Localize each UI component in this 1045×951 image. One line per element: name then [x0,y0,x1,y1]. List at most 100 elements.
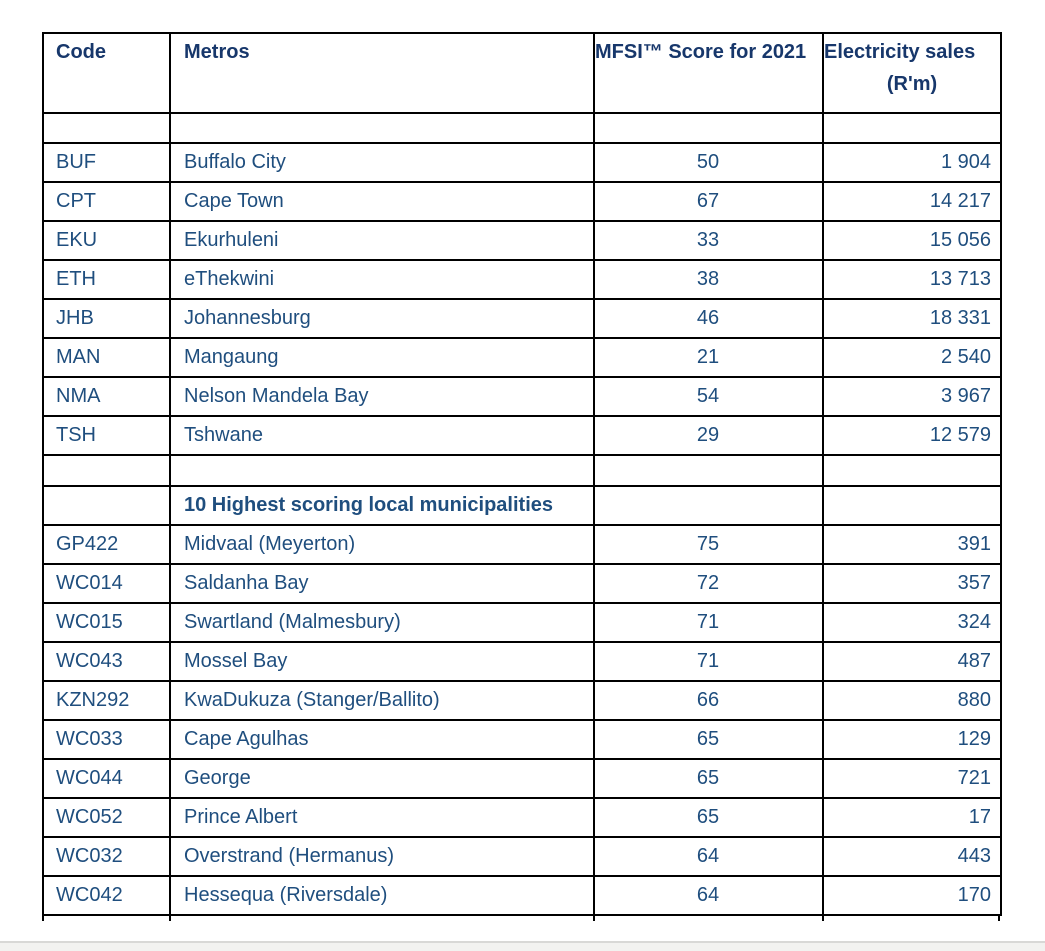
metro-cell: Tshwane [169,415,595,456]
metro-cell: KwaDukuza (Stanger/Ballito) [169,680,595,721]
table-row: TSH Tshwane 29 12 579 [42,415,1002,456]
score-cell: 65 [593,797,824,838]
table-row: EKU Ekurhuleni 33 15 056 [42,220,1002,261]
score-cell: 71 [593,641,824,682]
column-header-code: Code [42,32,171,114]
score-cell: 33 [593,220,824,261]
column-divider-stub [822,916,824,921]
municipality-table-container: Code Metros MFSI™ Score for 2021 Electri… [42,32,1002,921]
score-cell: 64 [593,836,824,877]
metro-cell: Buffalo City [169,142,595,183]
score-cell: 72 [593,563,824,604]
code-cell: WC033 [42,719,171,760]
code-cell: WC042 [42,875,171,916]
code-cell: KZN292 [42,680,171,721]
sales-cell: 15 056 [822,220,1002,261]
sales-cell: 1 904 [822,142,1002,183]
code-cell: WC044 [42,758,171,799]
table-row: ETH eThekwini 38 13 713 [42,259,1002,300]
code-cell: WC032 [42,836,171,877]
sales-cell: 391 [822,524,1002,565]
metro-cell: Nelson Mandela Bay [169,376,595,417]
sales-cell: 13 713 [822,259,1002,300]
metro-cell: Swartland (Malmesbury) [169,602,595,643]
code-cell: NMA [42,376,171,417]
sales-cell: 2 540 [822,337,1002,378]
metro-cell: Midvaal (Meyerton) [169,524,595,565]
code-cell: ETH [42,259,171,300]
table-row: WC032 Overstrand (Hermanus) 64 443 [42,836,1002,877]
table-row: WC033 Cape Agulhas 65 129 [42,719,1002,760]
section-title: 10 Highest scoring local municipalities [169,485,595,526]
code-cell: MAN [42,337,171,378]
score-cell: 75 [593,524,824,565]
sales-cell: 17 [822,797,1002,838]
code-cell: WC043 [42,641,171,682]
code-cell: JHB [42,298,171,339]
sales-cell: 880 [822,680,1002,721]
score-cell: 71 [593,602,824,643]
table-row: NMA Nelson Mandela Bay 54 3 967 [42,376,1002,417]
metro-cell: Cape Town [169,181,595,222]
spacer-row [42,112,1002,144]
table-row: WC015 Swartland (Malmesbury) 71 324 [42,602,1002,643]
sales-cell: 357 [822,563,1002,604]
metro-cell: Mangaung [169,337,595,378]
table-row: MAN Mangaung 21 2 540 [42,337,1002,378]
code-cell: WC052 [42,797,171,838]
column-header-electricity-sales: Electricity sales (R'm) [822,32,1002,114]
sales-cell: 170 [822,875,1002,916]
sales-cell: 487 [822,641,1002,682]
metro-cell: Saldanha Bay [169,563,595,604]
score-cell: 65 [593,719,824,760]
municipality-table: Code Metros MFSI™ Score for 2021 Electri… [42,32,1002,916]
electricity-sales-label: Electricity sales [824,41,976,63]
code-cell: BUF [42,142,171,183]
section-header-row: 10 Highest scoring local municipalities [42,485,1002,526]
code-cell: WC015 [42,602,171,643]
column-header-mfsi-score: MFSI™ Score for 2021 [593,32,824,114]
score-cell: 65 [593,758,824,799]
table-row: WC043 Mossel Bay 71 487 [42,641,1002,682]
table-row: KZN292 KwaDukuza (Stanger/Ballito) 66 88… [42,680,1002,721]
code-cell: CPT [42,181,171,222]
page-bottom-bar [0,941,1045,951]
table-row: GP422 Midvaal (Meyerton) 75 391 [42,524,1002,565]
code-cell: WC014 [42,563,171,604]
score-cell: 64 [593,875,824,916]
sales-cell: 324 [822,602,1002,643]
score-cell: 38 [593,259,824,300]
code-cell: TSH [42,415,171,456]
sales-cell: 14 217 [822,181,1002,222]
table-header-row: Code Metros MFSI™ Score for 2021 Electri… [42,32,1002,114]
sales-cell: 3 967 [822,376,1002,417]
code-cell: GP422 [42,524,171,565]
metro-cell: George [169,758,595,799]
metro-cell: Hessequa (Riversdale) [169,875,595,916]
sales-cell: 12 579 [822,415,1002,456]
table-row: WC052 Prince Albert 65 17 [42,797,1002,838]
metro-cell: Overstrand (Hermanus) [169,836,595,877]
metro-cell: Mossel Bay [169,641,595,682]
metro-cell: eThekwini [169,259,595,300]
score-cell: 21 [593,337,824,378]
column-header-metros: Metros [169,32,595,114]
column-divider-stub [169,916,171,921]
score-cell: 67 [593,181,824,222]
sales-cell: 721 [822,758,1002,799]
column-divider-stub [593,916,595,921]
sales-cell: 18 331 [822,298,1002,339]
score-cell: 50 [593,142,824,183]
metro-cell: Cape Agulhas [169,719,595,760]
metro-cell: Prince Albert [169,797,595,838]
score-cell: 29 [593,415,824,456]
table-row: WC042 Hessequa (Riversdale) 64 170 [42,875,1002,916]
metro-cell: Ekurhuleni [169,220,595,261]
table-row: JHB Johannesburg 46 18 331 [42,298,1002,339]
code-cell: EKU [42,220,171,261]
metro-cell: Johannesburg [169,298,595,339]
score-cell: 54 [593,376,824,417]
table-row: CPT Cape Town 67 14 217 [42,181,1002,222]
spacer-row [42,454,1002,487]
